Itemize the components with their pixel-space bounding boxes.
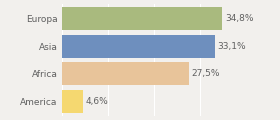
Bar [62,35,214,57]
Bar [62,7,222,30]
Bar [62,90,83,113]
Text: 4,6%: 4,6% [86,97,108,106]
Bar [62,63,189,85]
Text: 27,5%: 27,5% [192,69,220,78]
Text: 34,8%: 34,8% [225,14,254,23]
Text: 33,1%: 33,1% [217,42,246,51]
